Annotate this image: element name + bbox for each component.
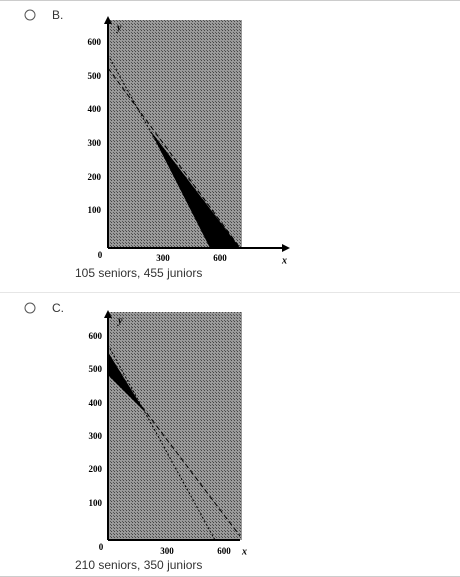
boundary-line [107, 361, 241, 537]
arrow [282, 244, 290, 252]
y-tick-label: 200 [88, 172, 102, 182]
y-tick-label: 600 [89, 331, 103, 341]
radio-button[interactable] [24, 302, 36, 314]
y-tick-label: 600 [88, 37, 102, 47]
y-tick-label: 200 [89, 464, 103, 474]
x-tick-label: 600 [217, 546, 231, 556]
y-tick-label: 400 [88, 104, 102, 114]
boundary-line [107, 67, 241, 249]
x-tick-label: 300 [156, 253, 170, 263]
y-tick-label: 500 [89, 364, 103, 374]
y-axis-label: y [116, 22, 122, 33]
x-tick-label: 300 [160, 546, 174, 556]
y-tick-label: 100 [89, 498, 103, 508]
feasible-region [150, 130, 240, 248]
arrow [104, 310, 112, 318]
boundary-line [107, 54, 216, 249]
x-tick-label: 0 [98, 250, 103, 260]
y-tick-label: 100 [88, 205, 102, 215]
option-c: C. y x 600 500 400 300 200 100 0 300 600… [24, 301, 247, 572]
radio-button[interactable] [24, 9, 36, 21]
arrow [104, 16, 112, 24]
y-tick-label: 300 [89, 431, 103, 441]
x-tick-label: 0 [99, 542, 104, 552]
shaded-region [108, 20, 242, 248]
y-tick-label: 300 [88, 138, 102, 148]
boundary-line [107, 344, 216, 541]
y-tick-label: 400 [89, 398, 103, 408]
y-axis-label: y [117, 315, 123, 326]
option-caption: 105 seniors, 455 juniors [75, 266, 202, 280]
x-axis-label: x [281, 255, 287, 266]
feasible-region [108, 352, 145, 412]
x-tick-label: 600 [213, 253, 227, 263]
x-axis-label: x [241, 546, 247, 557]
option-letter: B. [52, 8, 63, 22]
shaded-region [108, 312, 242, 540]
y-tick-label: 500 [88, 71, 102, 81]
option-letter: C. [52, 301, 64, 315]
option-b: B. y x 600 500 400 300 200 100 0 300 600… [24, 8, 290, 280]
option-caption: 210 seniors, 350 juniors [75, 558, 202, 572]
